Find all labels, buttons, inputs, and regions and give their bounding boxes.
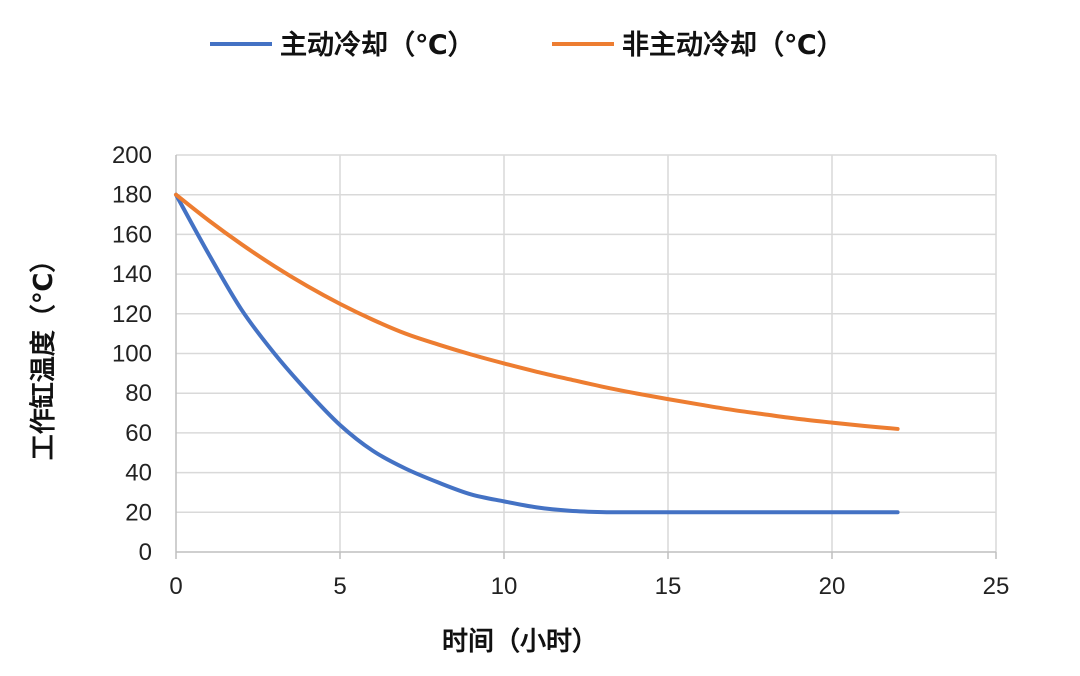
legend: 主动冷却（℃） 非主动冷却（℃） [210, 30, 844, 61]
y-tick-label: 200 [112, 142, 152, 169]
x-tick-label: 0 [169, 573, 182, 600]
x-tick-label: 10 [491, 573, 518, 600]
y-tick-label: 0 [139, 539, 152, 566]
x-tick-label: 15 [655, 573, 682, 600]
series-line-1 [174, 192, 900, 515]
y-tick-label: 140 [112, 261, 152, 288]
y-tick-label: 100 [112, 341, 152, 368]
y-tick-label: 160 [112, 221, 152, 248]
series-line-2 [174, 192, 900, 431]
y-tick-label: 180 [112, 182, 152, 209]
x-axis-title: 时间（小时） [442, 627, 598, 657]
y-axis-title: 工作缸温度（℃） [28, 247, 59, 461]
series-lines [174, 192, 900, 515]
legend-label-1: 主动冷却（℃） [280, 30, 475, 61]
y-tick-label: 20 [125, 499, 152, 526]
axes: 0 20 40 60 80 100 120 140 160 180 200 0 5 10 15 20 25 [112, 142, 1009, 600]
gridlines [176, 154, 997, 552]
legend-label-2: 非主动冷却（℃） [622, 30, 844, 61]
y-tick-label: 60 [125, 420, 152, 447]
y-tick-label: 40 [125, 460, 152, 487]
x-tick-label: 25 [983, 573, 1010, 600]
x-tick-label: 20 [819, 573, 846, 600]
y-tick-label: 120 [112, 301, 152, 328]
x-tick-label: 5 [333, 573, 346, 600]
y-tick-label: 80 [125, 380, 152, 407]
